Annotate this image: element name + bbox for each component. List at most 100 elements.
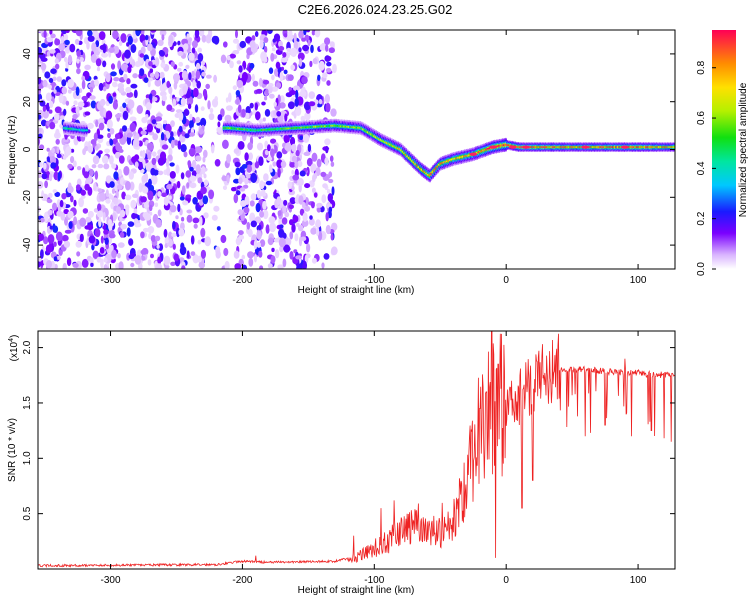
- noise-speck: [222, 139, 229, 149]
- noise-speck: [122, 125, 127, 132]
- noise-speck: [262, 117, 266, 122]
- noise-speck: [195, 70, 201, 80]
- noise-speck: [50, 162, 57, 169]
- noise-speck: [329, 41, 335, 48]
- noise-speck: [119, 106, 124, 113]
- noise-speck: [159, 71, 165, 79]
- noise-speck: [145, 139, 149, 144]
- noise-speck: [127, 99, 135, 109]
- noise-speck: [273, 237, 280, 243]
- noise-speck: [168, 86, 173, 95]
- noise-speck: [213, 74, 218, 83]
- noise-speck: [280, 160, 287, 168]
- noise-speck: [87, 224, 94, 231]
- noise-speck: [158, 170, 164, 176]
- noise-speck: [48, 100, 54, 108]
- noise-speck: [297, 263, 303, 269]
- noise-speck: [171, 232, 177, 238]
- noise-speck: [94, 145, 99, 151]
- noise-speck: [88, 235, 96, 244]
- noise-speck: [295, 89, 299, 99]
- noise-speck: [40, 249, 44, 259]
- noise-speck: [304, 205, 311, 212]
- noise-speck: [99, 247, 105, 254]
- noise-speck: [192, 197, 198, 205]
- noise-speck: [170, 131, 174, 138]
- noise-speck: [115, 113, 121, 119]
- noise-speck: [190, 235, 195, 245]
- noise-speck: [201, 60, 205, 66]
- noise-speck: [187, 160, 191, 167]
- noise-speck: [44, 180, 48, 189]
- spectrogram-ylabel: Frequency (Hz): [7, 116, 18, 185]
- noise-speck: [67, 54, 73, 65]
- noise-speck: [38, 41, 41, 47]
- noise-speck: [262, 200, 267, 210]
- noise-speck: [147, 178, 152, 187]
- noise-speck: [205, 34, 212, 44]
- noise-speck: [127, 66, 132, 74]
- noise-speck: [283, 134, 290, 144]
- noise-speck: [186, 33, 190, 39]
- noise-speck: [113, 171, 119, 180]
- noise-speck: [249, 62, 255, 69]
- noise-speck: [87, 145, 94, 154]
- noise-speck: [330, 161, 335, 167]
- noise-speck: [142, 149, 146, 159]
- noise-speck: [222, 185, 228, 190]
- noise-speck: [100, 235, 104, 244]
- noise-speck: [313, 192, 318, 198]
- noise-speck: [321, 262, 325, 269]
- noise-speck: [199, 216, 203, 227]
- noise-speck: [129, 122, 136, 132]
- noise-speck: [235, 90, 241, 97]
- noise-speck: [87, 186, 93, 196]
- noise-speck: [148, 204, 153, 212]
- noise-speck: [248, 152, 253, 161]
- noise-speck: [238, 177, 243, 185]
- noise-speck: [87, 35, 95, 42]
- noise-speck: [142, 186, 149, 194]
- noise-speck: [118, 155, 125, 164]
- noise-region: [38, 30, 338, 269]
- noise-speck: [125, 86, 132, 94]
- noise-speck: [192, 254, 199, 264]
- noise-speck: [268, 67, 274, 74]
- noise-speck: [270, 138, 277, 144]
- noise-speck: [301, 76, 308, 84]
- noise-speck: [67, 163, 73, 169]
- noise-speck: [249, 102, 254, 109]
- noise-speck: [278, 237, 286, 248]
- noise-speck: [278, 40, 283, 48]
- noise-speck: [288, 204, 294, 210]
- colorbar-tick-label: 0.6: [696, 111, 707, 125]
- noise-speck: [260, 51, 267, 62]
- noise-speck: [159, 30, 167, 37]
- snr-frame: [37, 330, 676, 570]
- noise-speck: [103, 257, 108, 263]
- noise-speck: [46, 51, 51, 57]
- noise-speck: [283, 244, 291, 253]
- noise-speck: [271, 247, 275, 253]
- noise-speck: [325, 44, 329, 52]
- noise-speck: [232, 38, 240, 44]
- noise-speck: [90, 54, 97, 63]
- noise-speck: [93, 182, 97, 191]
- noise-speck: [304, 197, 310, 207]
- noise-speck: [54, 106, 62, 114]
- noise-speck: [176, 97, 180, 102]
- noise-speck: [65, 30, 70, 34]
- noise-speck: [269, 168, 273, 173]
- noise-speck: [147, 43, 153, 52]
- noise-speck: [175, 164, 180, 174]
- noise-speck: [101, 155, 109, 164]
- noise-speck: [316, 202, 323, 208]
- noise-speck: [312, 174, 316, 183]
- noise-speck: [147, 80, 151, 88]
- signal-track: [62, 118, 675, 183]
- noise-speck: [291, 223, 296, 233]
- noise-speck: [48, 173, 53, 182]
- noise-speck: [319, 44, 323, 51]
- noise-speck: [324, 94, 330, 104]
